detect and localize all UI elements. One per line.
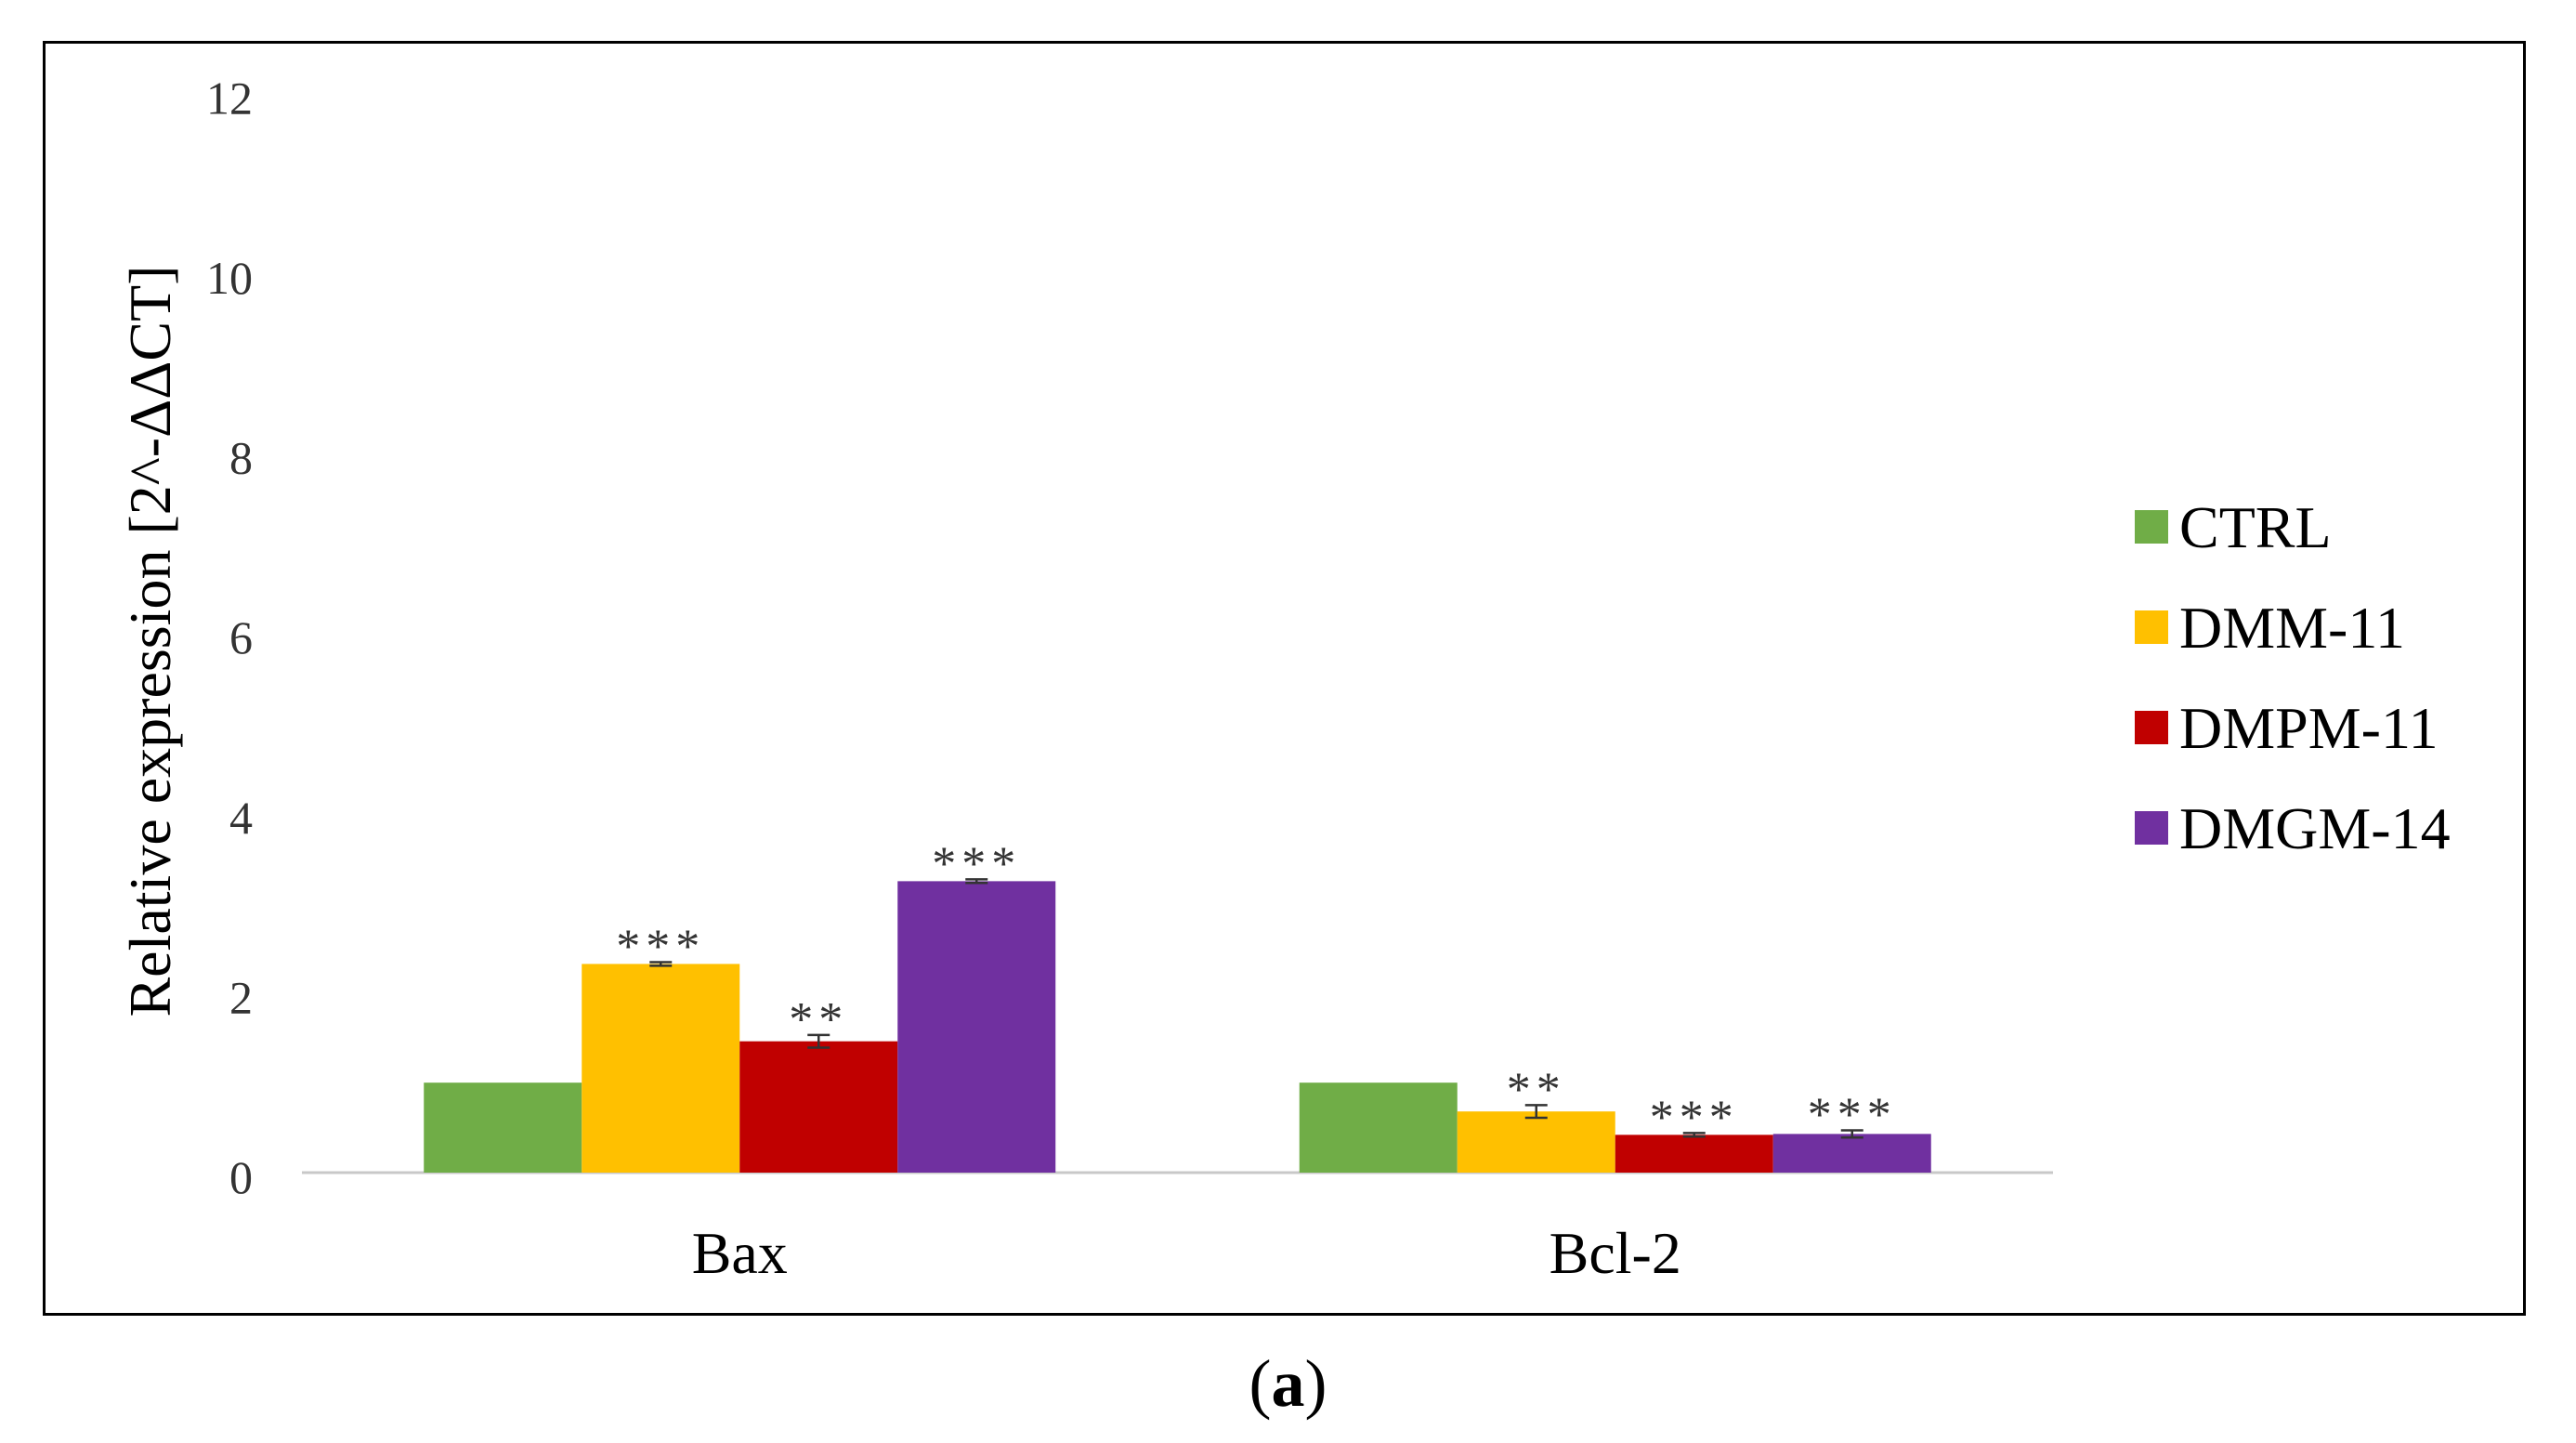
y-tick-label: 10 (206, 252, 253, 304)
y-tick-label: 12 (206, 72, 253, 124)
bar (1299, 1082, 1458, 1173)
y-tick-label: 8 (229, 432, 253, 484)
figure-caption: (a) (0, 1345, 2576, 1423)
y-tick-label: 2 (229, 971, 253, 1023)
bar (1772, 1134, 1931, 1173)
legend-label: CTRL (2179, 494, 2332, 560)
legend-label: DMPM-11 (2179, 695, 2439, 761)
legend-label: DMGM-14 (2179, 795, 2451, 861)
chart-frame (43, 41, 2526, 1316)
significance-label: *** (616, 920, 705, 973)
legend-swatch (2135, 510, 2168, 544)
legend-swatch (2135, 711, 2168, 744)
significance-label: ** (1507, 1063, 1566, 1116)
significance-label: *** (1808, 1089, 1897, 1142)
bar (424, 1082, 582, 1173)
y-axis-label: Relative expression [2^-ΔΔCT] (117, 265, 183, 1017)
caption-close: ) (1304, 1346, 1327, 1421)
bar (582, 964, 740, 1173)
significance-label: *** (932, 837, 1021, 890)
bar (1457, 1111, 1615, 1173)
bar (1615, 1135, 1773, 1173)
legend-label: DMM-11 (2179, 595, 2405, 661)
significance-label: ** (789, 993, 848, 1046)
bar (897, 881, 1056, 1173)
significance-label: *** (1650, 1091, 1739, 1144)
caption-open: ( (1249, 1346, 1272, 1421)
y-tick-label: 4 (229, 792, 253, 844)
y-tick-label: 0 (229, 1151, 253, 1203)
legend-swatch (2135, 610, 2168, 644)
caption-letter: a (1271, 1346, 1305, 1421)
bar (739, 1041, 898, 1173)
x-tick-label: Bax (692, 1220, 788, 1286)
x-tick-label: Bcl-2 (1550, 1220, 1681, 1286)
y-tick-label: 6 (229, 611, 253, 663)
legend-swatch (2135, 811, 2168, 845)
